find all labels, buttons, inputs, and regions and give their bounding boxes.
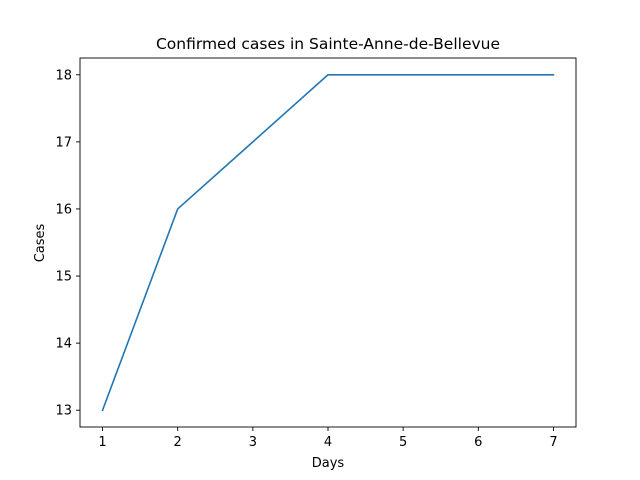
- x-tick-label: 1: [98, 435, 106, 450]
- x-tick-label: 7: [549, 435, 557, 450]
- plot-frame: [79, 57, 577, 428]
- series-line: [101, 73, 555, 412]
- y-tick-label: 14: [55, 337, 72, 352]
- y-axis-label: Cases: [33, 223, 48, 262]
- y-tick-label: 18: [55, 68, 72, 83]
- x-axis-label: Days: [312, 456, 345, 471]
- y-tick-label: 17: [55, 135, 72, 150]
- y-tick-label: 13: [55, 404, 72, 419]
- x-tick-label: 2: [174, 435, 182, 450]
- y-tick-label: 16: [55, 202, 72, 217]
- x-tick-label: 6: [474, 435, 482, 450]
- x-tick-label: 3: [249, 435, 257, 450]
- plot-area: 1 2 3 4 5 6 7 13 14 15 16 17 18: [55, 57, 577, 450]
- y-tick-label: 15: [55, 270, 72, 285]
- x-tick-label: 4: [324, 435, 332, 450]
- x-tick-label: 5: [399, 435, 407, 450]
- chart-title: Confirmed cases in Sainte-Anne-de-Bellev…: [156, 35, 500, 53]
